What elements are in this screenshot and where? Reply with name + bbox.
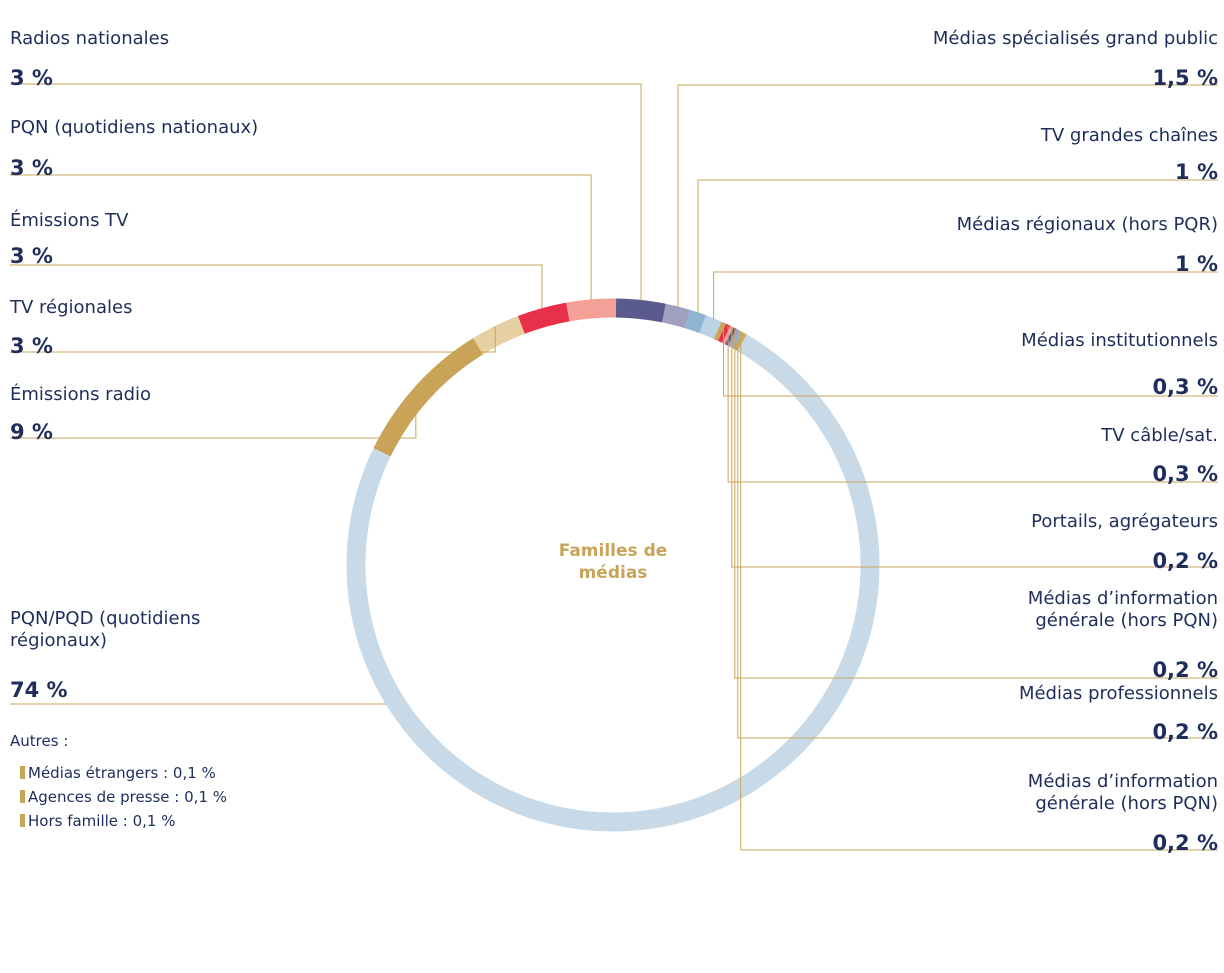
slice-label: Médias d’information générale (hors PQN) — [1027, 588, 1218, 631]
slice-value: 0,2 % — [1152, 720, 1218, 744]
slice-value: 3 % — [10, 66, 53, 90]
slice — [373, 338, 484, 457]
others-title: Autres : — [10, 732, 69, 750]
slice-value: 0,2 % — [1152, 831, 1218, 855]
center-label: Familles de médias — [558, 541, 668, 583]
slice-value: 0,2 % — [1152, 549, 1218, 573]
slice-value: 1 % — [1175, 252, 1218, 276]
slice-label: Radios nationales — [10, 28, 170, 49]
leader-line — [10, 264, 543, 309]
slice-value: 1 % — [1175, 160, 1218, 184]
slice — [473, 316, 525, 355]
leader-line — [10, 83, 642, 301]
slice-value: 74 % — [10, 678, 68, 702]
slice — [684, 309, 707, 334]
others-item: Médias étrangers : 0,1 % — [20, 764, 216, 782]
leader-line — [697, 179, 1218, 313]
slice-value: 0,2 % — [1152, 658, 1218, 682]
slice-label: TV grandes chaînes — [1040, 125, 1218, 146]
leader-line — [740, 331, 1218, 851]
slice — [717, 323, 731, 343]
slice-label: Émissions TV — [10, 210, 129, 231]
leader-line — [723, 323, 1218, 397]
slice — [615, 298, 666, 323]
slice — [662, 303, 691, 329]
leader-line — [731, 327, 1218, 568]
leader-line — [677, 84, 1218, 308]
slice-value: 3 % — [10, 334, 53, 358]
slice-label: TV régionales — [10, 297, 133, 318]
slice — [346, 334, 880, 832]
slice-value: 0,3 % — [1152, 375, 1218, 399]
slice-value: 3 % — [10, 244, 53, 268]
slice-label: TV câble/sat. — [1101, 425, 1218, 446]
slice-label: Médias régionaux (hors PQR) — [956, 214, 1218, 235]
slice-label: Médias institutionnels — [1021, 330, 1218, 351]
slice-label: PQN/PQD (quotidiens régionaux) — [10, 608, 201, 651]
slice-label: Médias d’information générale (hors PQN) — [1027, 771, 1218, 814]
slice — [566, 298, 617, 322]
slice-value: 3 % — [10, 156, 53, 180]
slice — [699, 315, 722, 339]
leader-line — [10, 386, 417, 439]
slice-value: 0,3 % — [1152, 462, 1218, 486]
leader-line — [734, 328, 1218, 679]
leader-line — [10, 174, 592, 300]
slice-label: Portails, agrégateurs — [1031, 511, 1218, 532]
slice-label: Émissions radio — [10, 384, 152, 405]
slice-label: Médias spécialisés grand public — [932, 28, 1218, 49]
others-item: Hors famille : 0,1 % — [20, 812, 176, 830]
leader-line — [737, 330, 1218, 739]
slice — [713, 321, 727, 341]
leader-line — [10, 326, 496, 353]
slice-value: 9 % — [10, 420, 53, 444]
slice — [517, 302, 570, 334]
leader-line — [713, 271, 1218, 319]
slice-value: 1,5 % — [1152, 66, 1218, 90]
others-item: Agences de presse : 0,1 % — [20, 788, 227, 806]
slice-label: Médias professionnels — [1018, 683, 1218, 704]
leader-line — [727, 325, 1218, 483]
slice-label: PQN (quotidiens nationaux) — [10, 117, 259, 138]
